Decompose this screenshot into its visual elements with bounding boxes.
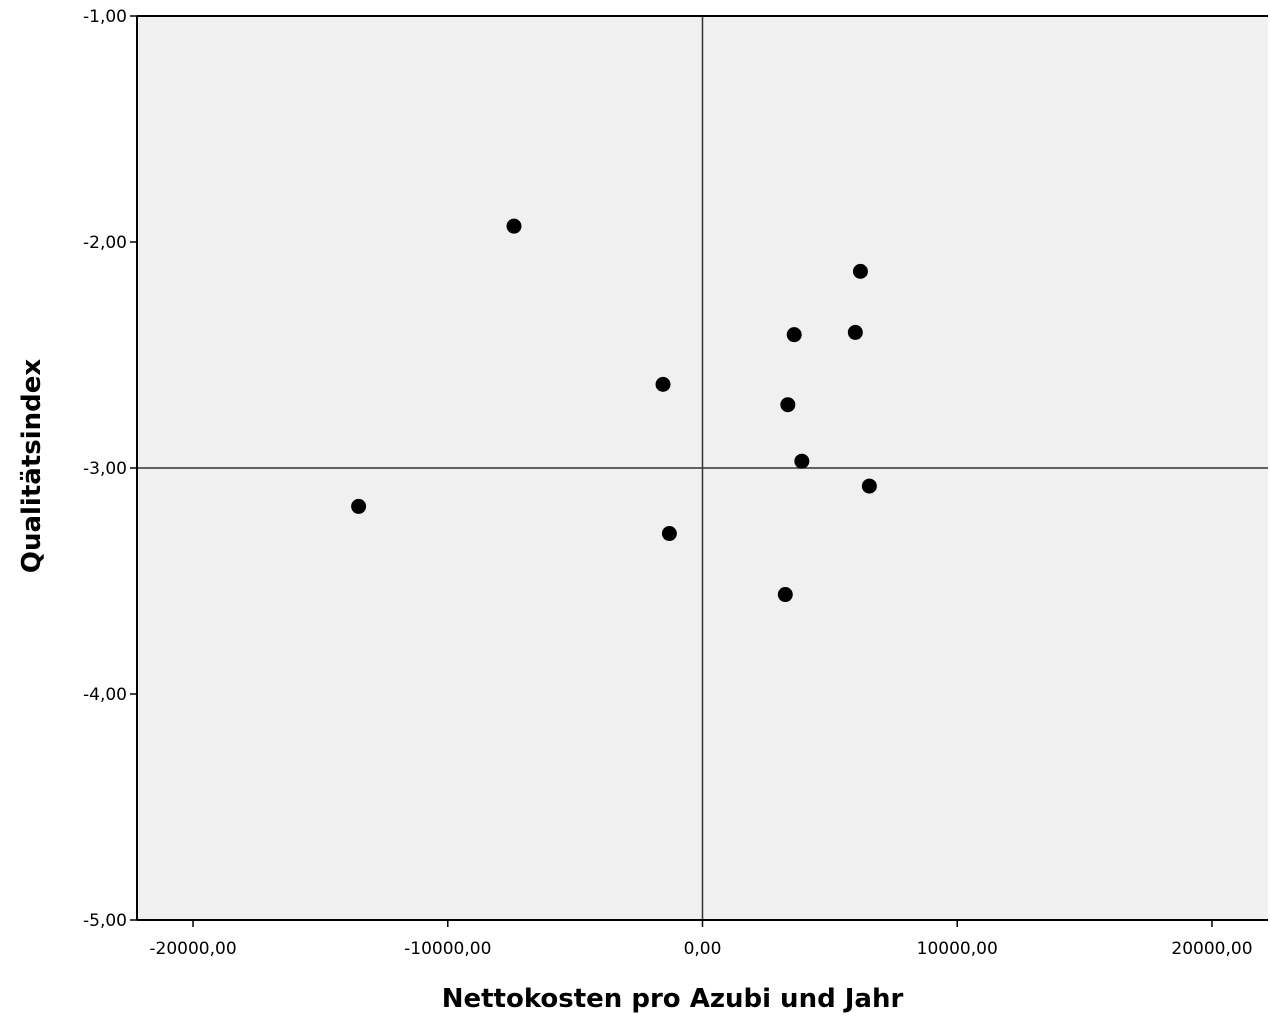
data-point bbox=[852, 263, 868, 279]
reference-lines bbox=[137, 16, 1268, 920]
data-point bbox=[351, 498, 367, 514]
data-point bbox=[861, 478, 877, 494]
data-points bbox=[351, 218, 877, 603]
data-point bbox=[506, 218, 522, 234]
data-point bbox=[786, 327, 802, 343]
x-tick-label: -20000,00 bbox=[149, 939, 236, 959]
data-point bbox=[655, 376, 671, 392]
y-tick-label: -1,00 bbox=[83, 7, 127, 27]
data-point bbox=[661, 526, 677, 542]
x-tick-label: 20000,00 bbox=[1171, 939, 1252, 959]
data-point bbox=[794, 453, 810, 469]
y-axis-label: Qualitätsindex bbox=[17, 359, 47, 574]
x-tick-label: 10000,00 bbox=[917, 939, 998, 959]
data-point bbox=[777, 587, 793, 603]
y-axis-ticks: -1,00 -2,00 -3,00 -4,00 -5,00 bbox=[83, 7, 137, 931]
y-tick-label: -5,00 bbox=[83, 911, 127, 931]
x-axis-ticks: -20000,00 -10000,00 0,00 10000,00 20000,00 bbox=[149, 920, 1253, 959]
x-tick-label: -10000,00 bbox=[404, 939, 491, 959]
y-tick-label: -2,00 bbox=[83, 233, 127, 253]
x-tick-label: 0,00 bbox=[684, 939, 722, 959]
y-tick-label: -3,00 bbox=[83, 459, 127, 479]
data-point bbox=[780, 397, 796, 413]
x-axis-label: Nettokosten pro Azubi und Jahr bbox=[442, 984, 904, 1014]
data-point bbox=[847, 324, 863, 340]
y-tick-label: -4,00 bbox=[83, 685, 127, 705]
